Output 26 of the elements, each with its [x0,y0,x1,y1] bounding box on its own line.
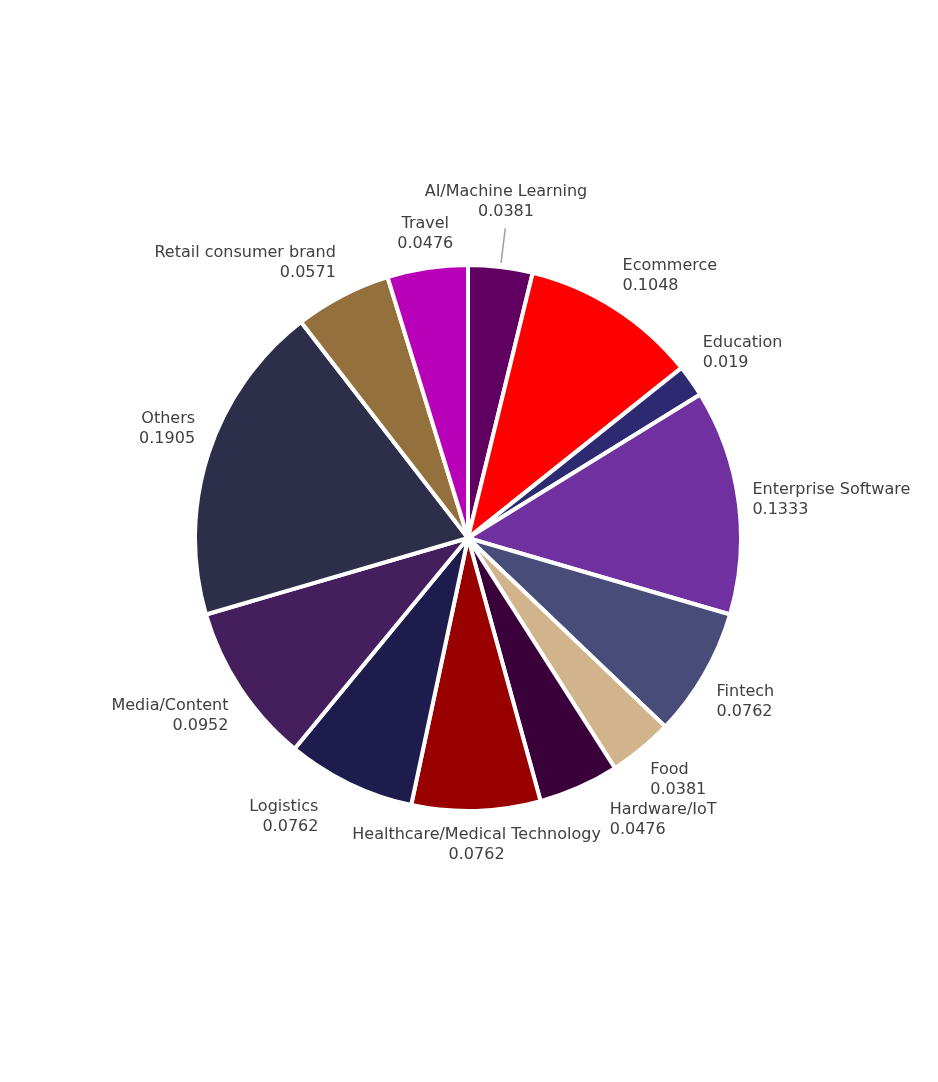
data-label: 0.1905 [139,428,196,448]
data-label: 0.1333 [752,498,809,518]
slice-label: Logistics [249,795,319,815]
slice-label: Education [702,332,783,351]
slice-label: Enterprise Software [752,478,911,498]
data-label: 0.0952 [172,715,229,735]
data-label: 0.1048 [622,275,679,295]
data-label: 0.019 [702,352,749,371]
data-label: 0.0571 [279,262,336,282]
slice-label: Others [141,408,196,428]
data-label: 0.0476 [397,233,454,253]
data-label: 0.0762 [716,700,773,720]
slice-label: Retail consumer brand [154,242,336,262]
data-label: 0.0381 [477,201,534,221]
data-label: 0.0762 [448,844,505,864]
data-label: 0.0381 [650,778,707,798]
slice-label: Ecommerce [622,255,718,275]
slice-label: Travel [400,213,450,233]
slice-label: AI/Machine Learning [424,181,588,201]
slice-label: Media/Content [111,695,229,715]
slice-label: Hardware/IoT [609,799,717,819]
slice-label: Food [650,758,689,778]
slice-label: Fintech [716,680,775,700]
data-label: 0.0762 [262,815,319,835]
data-label: 0.0476 [609,819,666,839]
slice-label: Healthcare/Medical Technology [352,824,601,844]
